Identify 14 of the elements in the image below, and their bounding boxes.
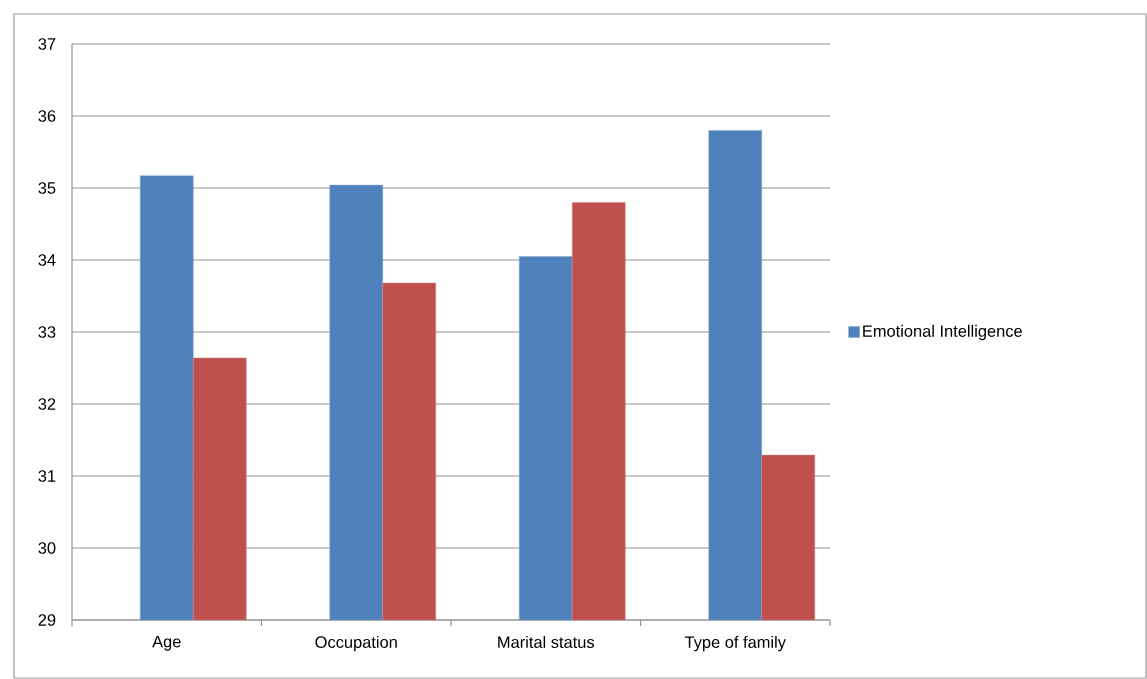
legend-label: Emotional Intelligence (863, 324, 1022, 341)
x-tick-label: Type of family (684, 635, 786, 652)
y-tick-label: 31 (38, 470, 56, 482)
y-tick-label: 33 (38, 326, 56, 338)
y-tick-label: 36 (38, 110, 56, 122)
x-tick-label: Age (152, 635, 181, 651)
y-tick-label: 35 (38, 182, 56, 194)
y-tick-label: 34 (38, 254, 56, 266)
y-tick-label: 29 (38, 614, 56, 626)
y-tick-label: 32 (38, 398, 56, 410)
y-tick-label: 37 (38, 38, 56, 50)
y-tick-label: 30 (38, 542, 56, 554)
x-tick-label: Occupation (315, 635, 397, 652)
x-tick-label: Marital status (498, 635, 595, 648)
